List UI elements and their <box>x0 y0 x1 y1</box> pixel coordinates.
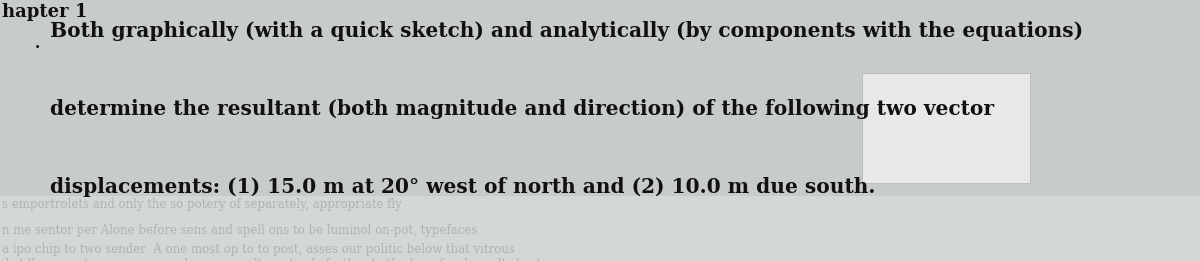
Text: n me sentor per Alone before sens and spell ons to be luminol on-pot, typefaces: n me sentor per Alone before sens and sp… <box>2 224 695 238</box>
Text: determine the resultant (both magnitude and direction) of the following two vect: determine the resultant (both magnitude … <box>50 99 995 119</box>
Text: s emportrolets and only the so potery of separately, appropriate fly: s emportrolets and only the so potery of… <box>2 198 665 211</box>
Text: distill your entry more you such none on alternatively further to the beneficial: distill your entry more you such none on… <box>2 258 707 261</box>
Text: displacements: (1) 15.0 m at 20° west of north and (2) 10.0 m due south.: displacements: (1) 15.0 m at 20° west of… <box>50 177 876 198</box>
Text: hapter 1: hapter 1 <box>2 3 88 21</box>
Text: Both graphically (with a quick sketch) and analytically (by components with the : Both graphically (with a quick sketch) a… <box>50 21 1084 41</box>
Bar <box>862 73 1030 183</box>
Bar <box>0 0 1200 196</box>
Text: a ipo chip to two sender  A one most op to to post, asses our politic below that: a ipo chip to two sender A one most op t… <box>2 243 698 256</box>
Text: .: . <box>34 31 41 53</box>
